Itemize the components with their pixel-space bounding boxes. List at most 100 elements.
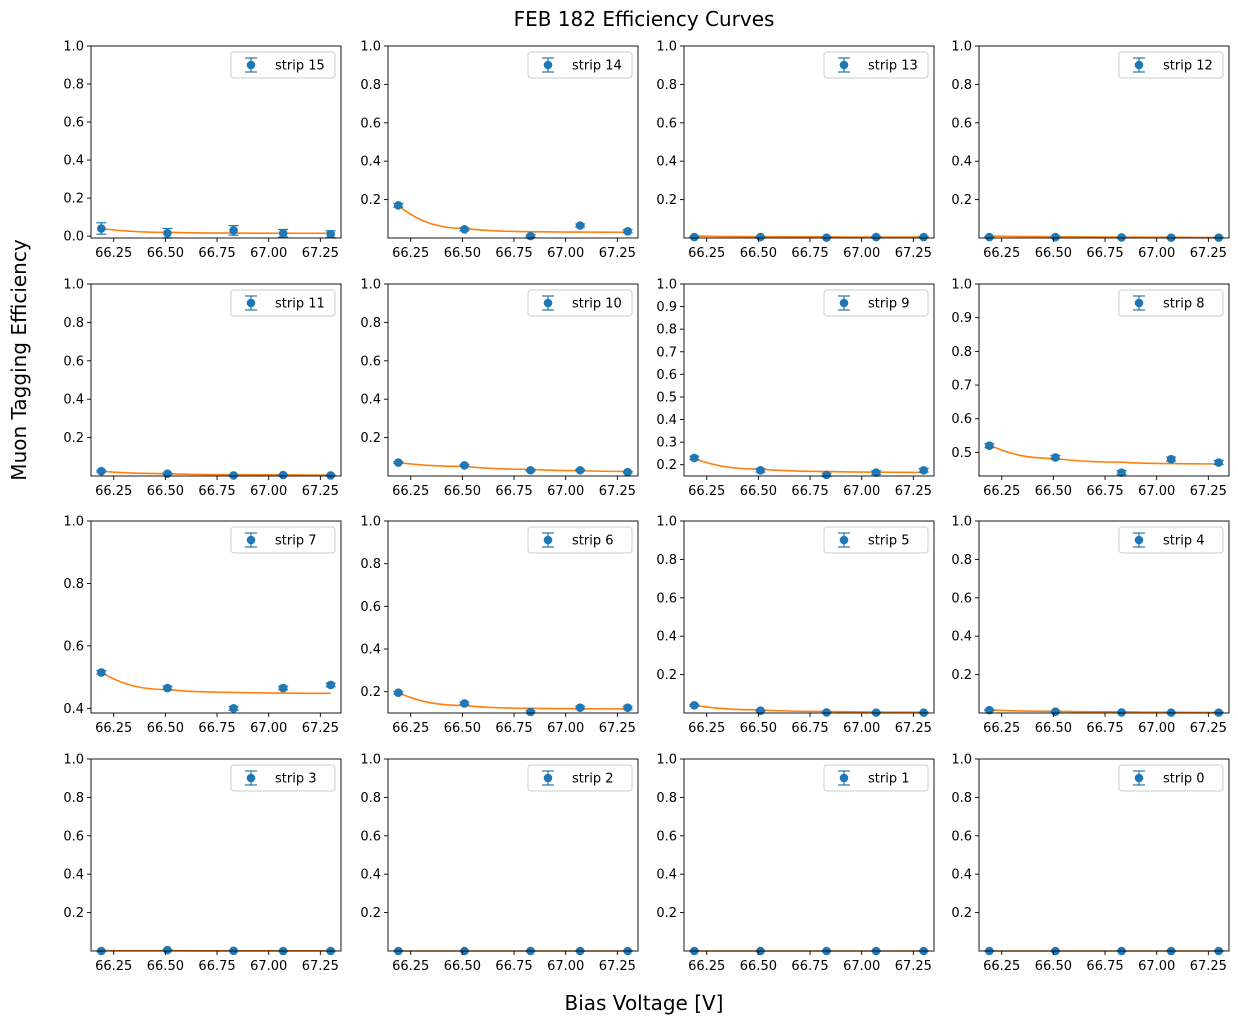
- x-tick-label: 66.50: [147, 959, 184, 974]
- x-tick-label: 66.50: [147, 721, 184, 736]
- fit-curve: [694, 457, 924, 474]
- y-tick-label: 0.2: [360, 685, 381, 700]
- y-tick-label: 0.8: [656, 78, 677, 93]
- legend-marker: [246, 535, 256, 545]
- y-tick-label: 1.0: [63, 753, 84, 768]
- x-tick-label: 66.50: [1035, 484, 1072, 499]
- axes-frame: [90, 45, 342, 239]
- data-point: [229, 471, 238, 480]
- y-tick-label: 0.8: [360, 316, 381, 331]
- data-point: [278, 683, 288, 693]
- y-tick-label: 0.2: [360, 906, 381, 921]
- x-tick-label: 66.75: [495, 246, 532, 261]
- data-point: [460, 461, 469, 470]
- fit-curve: [694, 235, 924, 238]
- axes-frame: [387, 283, 639, 477]
- x-tick-label: 67.25: [1190, 721, 1227, 736]
- legend-label: strip 1: [868, 772, 909, 787]
- y-tick-label: 0.8: [63, 577, 84, 592]
- fit-curve: [398, 461, 628, 473]
- x-tick-label: 67.00: [547, 721, 584, 736]
- x-tick-label: 67.25: [302, 721, 339, 736]
- data-point: [1051, 707, 1060, 716]
- data-point: [1214, 458, 1223, 467]
- data-point: [163, 945, 172, 955]
- fit-curve: [398, 692, 628, 710]
- y-tick-label: 1.0: [360, 753, 381, 768]
- axes-frame: [387, 520, 639, 714]
- x-tick-label: 66.25: [392, 959, 429, 974]
- y-tick-label: 1.0: [951, 753, 972, 768]
- x-tick-label: 67.25: [302, 959, 339, 974]
- y-tick-label: 1.0: [63, 515, 84, 530]
- y-tick-label: 0.4: [656, 868, 677, 883]
- x-tick-label: 67.25: [895, 484, 932, 499]
- y-tick-label: 0.6: [656, 591, 677, 606]
- axes-frame: [683, 45, 935, 239]
- x-tick-label: 66.25: [983, 959, 1020, 974]
- x-tick-label: 66.25: [95, 721, 132, 736]
- y-tick-label: 0.6: [360, 116, 381, 131]
- x-tick-label: 66.50: [1035, 721, 1072, 736]
- y-tick-label: 0.6: [360, 600, 381, 615]
- subplot-4: 0.2 0.4 0.6 0.8 1.0 66.25 66.50 66.75 67.00 67.25…: [63, 278, 342, 499]
- y-tick-label: 1.0: [951, 278, 972, 293]
- x-tick-label: 67.25: [1190, 484, 1227, 499]
- y-tick-label: 0.4: [656, 413, 677, 428]
- axes-frame: [978, 758, 1230, 952]
- data-point: [97, 224, 106, 233]
- subplot-grid: 0.0 0.2 0.4 0.6 0.8 1.0 66.25 66.50 66.75 67.00 67…: [63, 40, 1230, 974]
- y-tick-label: 0.4: [951, 630, 972, 645]
- legend-marker: [1134, 298, 1144, 308]
- subplot-10: 0.2 0.4 0.6 0.8 1.0 66.25 66.50 66.75 67.00 67.25…: [656, 515, 935, 736]
- x-tick-label: 66.75: [198, 721, 235, 736]
- x-tick-label: 67.25: [599, 246, 636, 261]
- data-point: [756, 706, 765, 715]
- data-point: [1117, 468, 1126, 477]
- x-tick-label: 66.25: [688, 484, 725, 499]
- legend-label: strip 13: [868, 59, 918, 74]
- x-tick-label: 66.50: [147, 484, 184, 499]
- x-tick-label: 67.25: [302, 246, 339, 261]
- y-tick-label: 0.6: [951, 829, 972, 844]
- x-tick-label: 67.00: [1138, 721, 1175, 736]
- y-tick-label: 0.8: [360, 78, 381, 93]
- data-point: [575, 465, 585, 475]
- data-point: [326, 471, 335, 480]
- y-tick-label: 0.8: [656, 323, 677, 338]
- y-tick-label: 1.0: [656, 278, 677, 293]
- y-tick-label: 0.6: [951, 591, 972, 606]
- data-point: [97, 466, 106, 476]
- data-point: [229, 226, 238, 235]
- x-tick-label: 67.25: [895, 959, 932, 974]
- data-point: [985, 441, 994, 450]
- axes-frame: [90, 283, 342, 477]
- y-tick-label: 0.4: [63, 868, 84, 883]
- x-tick-label: 66.50: [444, 959, 481, 974]
- y-tick-label: 0.4: [360, 155, 381, 170]
- subplot-2: 0.2 0.4 0.6 0.8 1.0 66.25 66.50 66.75 67.00 67.25…: [656, 40, 935, 261]
- axes-frame: [978, 283, 1230, 477]
- legend-marker: [1134, 60, 1144, 70]
- data-point: [756, 466, 765, 475]
- x-tick-label: 66.50: [1035, 959, 1072, 974]
- y-tick-label: 0.7: [656, 345, 677, 360]
- data-point: [985, 232, 994, 242]
- y-tick-label: 0.2: [951, 193, 972, 208]
- x-tick-label: 66.50: [1035, 246, 1072, 261]
- x-tick-label: 66.50: [740, 484, 777, 499]
- x-tick-label: 66.50: [740, 246, 777, 261]
- subplot-0: 0.0 0.2 0.4 0.6 0.8 1.0 66.25 66.50 66.75 67.00 67…: [63, 40, 342, 261]
- y-tick-label: 0.6: [63, 116, 84, 131]
- legend-label: strip 11: [275, 297, 325, 312]
- fit-curve: [101, 470, 331, 476]
- fit-curve: [101, 227, 331, 235]
- y-tick-label: 0.2: [656, 668, 677, 683]
- x-tick-label: 67.00: [547, 246, 584, 261]
- x-tick-label: 66.50: [444, 484, 481, 499]
- x-tick-label: 66.50: [740, 959, 777, 974]
- x-tick-label: 66.25: [392, 246, 429, 261]
- y-tick-label: 0.6: [360, 829, 381, 844]
- legend-label: strip 8: [1163, 297, 1204, 312]
- y-tick-label: 1.0: [656, 40, 677, 55]
